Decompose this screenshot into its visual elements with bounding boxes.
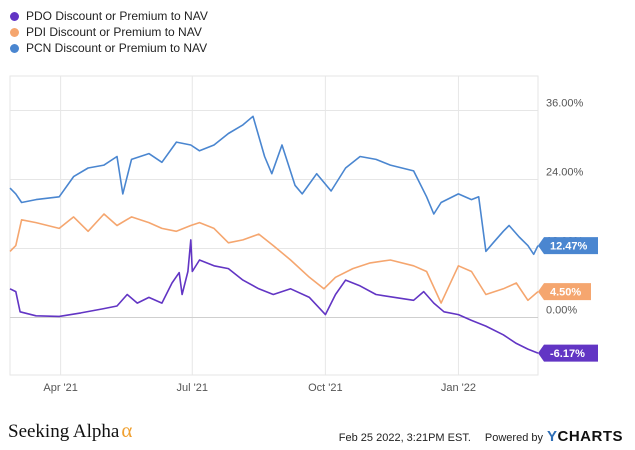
y-tick-label: 0.00% bbox=[546, 305, 577, 317]
legend-swatch-pcn bbox=[10, 43, 19, 53]
x-tick-label: Jul '21 bbox=[177, 382, 208, 394]
series-line-pdi[interactable] bbox=[9, 213, 539, 304]
legend-item-pcn[interactable]: PCN Discount or Premium to NAV bbox=[10, 40, 208, 56]
y-tick-label: 36.00% bbox=[546, 98, 584, 110]
series-line-pcn[interactable] bbox=[9, 115, 539, 256]
end-label-pdo: -6.17% bbox=[550, 348, 585, 360]
alpha-symbol: α bbox=[121, 418, 133, 442]
end-label-pcn: 12.47% bbox=[550, 241, 588, 253]
legend-swatch-pdo bbox=[10, 11, 19, 21]
ycharts-rest: CHARTS bbox=[557, 428, 623, 445]
legend-label-pdo: PDO Discount or Premium to NAV bbox=[26, 9, 208, 23]
legend-item-pdi[interactable]: PDI Discount or Premium to NAV bbox=[10, 24, 208, 40]
legend-item-pdo[interactable]: PDO Discount or Premium to NAV bbox=[10, 8, 208, 24]
powered-by-label: Powered by bbox=[484, 432, 543, 444]
plot-area-border bbox=[9, 75, 539, 376]
x-tick-label: Oct '21 bbox=[308, 382, 343, 394]
end-label-badge-pcn bbox=[538, 237, 598, 255]
legend: PDO Discount or Premium to NAV PDI Disco… bbox=[10, 8, 208, 56]
x-tick-label: Apr '21 bbox=[43, 382, 78, 394]
ycharts-logo[interactable]: YCHARTS bbox=[547, 428, 623, 445]
end-label-badge-pdo bbox=[538, 344, 598, 362]
seeking-alpha-logo: Seeking Alphaα bbox=[8, 418, 132, 443]
legend-label-pdi: PDI Discount or Premium to NAV bbox=[26, 25, 202, 39]
brand-text: Seeking Alpha bbox=[8, 421, 120, 442]
series-line-pdo[interactable] bbox=[9, 239, 539, 354]
y-tick-label: 24.00% bbox=[546, 167, 584, 179]
ycharts-y: Y bbox=[546, 428, 558, 445]
x-tick-label: Jan '22 bbox=[441, 382, 476, 394]
footer-meta: Feb 25 2022, 3:21PM EST. Powered by YCHA… bbox=[339, 428, 623, 445]
end-label-badge-pdi bbox=[538, 283, 591, 301]
legend-label-pcn: PCN Discount or Premium to NAV bbox=[26, 41, 208, 55]
end-label-pdi: 4.50% bbox=[550, 287, 581, 299]
legend-swatch-pdi bbox=[10, 27, 19, 37]
timestamp: Feb 25 2022, 3:21PM EST. bbox=[338, 432, 471, 444]
